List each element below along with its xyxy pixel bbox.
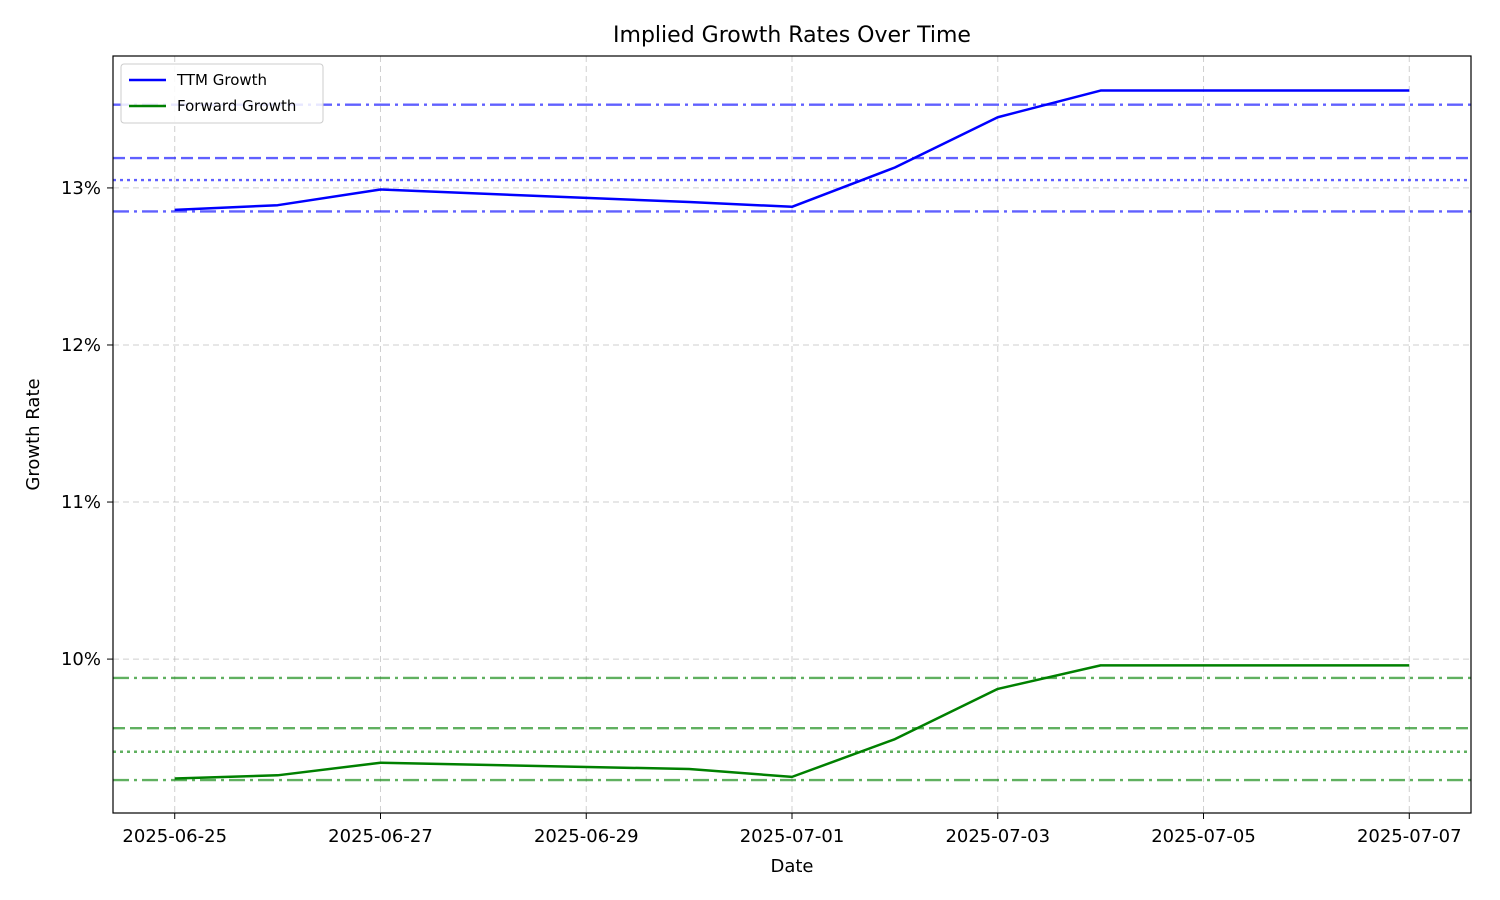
series-line xyxy=(174,664,1410,780)
x-tick-label: 2025-06-25 xyxy=(122,826,227,847)
legend-label: TTM Growth xyxy=(176,71,267,89)
x-axis-ticks: 2025-06-25 2025-06-27 2025-06-29 2025-07-01… xyxy=(122,813,1462,847)
x-axis-title: Date xyxy=(770,856,813,877)
series-line xyxy=(174,89,1410,212)
legend-box xyxy=(120,63,324,124)
x-tick-label: 2025-06-27 xyxy=(328,826,433,847)
legend-label: Forward Growth xyxy=(177,97,296,115)
y-tick-label: 13% xyxy=(61,178,101,199)
x-tick-label: 2025-07-03 xyxy=(945,826,1050,847)
x-tick-label: 2025-07-01 xyxy=(740,826,845,847)
y-tick-label: 10% xyxy=(61,649,101,670)
chart-title: Implied Growth Rates Over Time xyxy=(613,23,971,48)
series-lines xyxy=(174,89,1410,780)
y-tick-label: 12% xyxy=(61,335,101,356)
legend: TTM Growth Forward Growth xyxy=(120,63,324,124)
reference-lines xyxy=(113,103,1471,782)
y-axis-title: Growth Rate xyxy=(23,378,44,490)
y-axis-ticks: 10% 11% 12% 13% xyxy=(61,178,113,670)
x-tick-label: 2025-07-05 xyxy=(1151,826,1256,847)
y-tick-label: 11% xyxy=(61,492,101,513)
x-tick-label: 2025-06-29 xyxy=(534,826,639,847)
x-tick-label: 2025-07-07 xyxy=(1357,826,1462,847)
grid xyxy=(113,56,1471,813)
